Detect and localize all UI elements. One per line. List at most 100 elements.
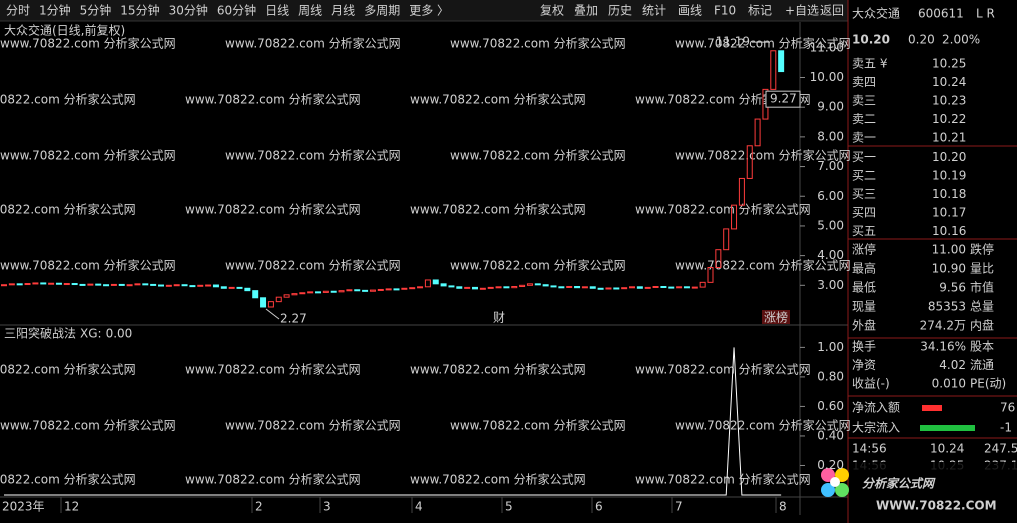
candle xyxy=(424,279,431,288)
stat-value: 274.2万 xyxy=(920,319,966,333)
candle xyxy=(158,284,164,287)
watermark: www.70822.com 分析家公式网 xyxy=(185,472,361,487)
candle xyxy=(299,292,306,295)
x-tick-label: 2023年 xyxy=(2,500,45,514)
candle xyxy=(8,283,15,286)
candle xyxy=(377,288,384,291)
candle xyxy=(417,286,424,289)
watermark: www.70822.com 分析家公式网 xyxy=(225,148,401,163)
period-tab[interactable]: 15分钟 xyxy=(120,3,159,18)
stat-label: 内盘 xyxy=(970,318,994,333)
candle xyxy=(574,286,581,289)
candle xyxy=(440,283,447,287)
candle xyxy=(511,286,518,289)
candle xyxy=(636,286,643,289)
change: 0.20 xyxy=(908,33,935,47)
candle xyxy=(754,118,761,147)
logo-flower xyxy=(821,468,849,497)
watermark: www.70822.com 分析家公式网 xyxy=(0,472,136,487)
period-tab[interactable]: 60分钟 xyxy=(217,3,256,18)
stat-value: 0.010 xyxy=(932,377,966,391)
candle xyxy=(432,279,439,285)
period-tab[interactable]: 30分钟 xyxy=(169,3,208,18)
candle xyxy=(346,289,353,292)
x-tick-label: 7 xyxy=(675,500,683,514)
period-tab[interactable]: 更多 〉 xyxy=(409,4,449,18)
period-tab[interactable]: 周线 xyxy=(298,4,322,18)
toolbar-button[interactable]: 返回 xyxy=(820,4,844,18)
candle xyxy=(212,284,219,288)
watermark: www.70822.com 分析家公式网 xyxy=(675,36,851,51)
candle xyxy=(142,283,149,286)
candle xyxy=(16,283,23,286)
candle xyxy=(283,294,290,298)
watermark: www.70822.com 分析家公式网 xyxy=(410,472,586,487)
candle xyxy=(126,284,133,287)
candle xyxy=(369,289,376,292)
toolbar-button[interactable]: 统计 xyxy=(642,4,666,18)
period-tab[interactable]: 1分钟 xyxy=(39,3,71,18)
period-tab[interactable]: 分时 xyxy=(6,4,30,18)
book-label: 买五 xyxy=(852,224,876,238)
candle xyxy=(605,287,612,290)
stat-label: 净资 xyxy=(852,358,876,372)
toolbar-button[interactable]: 标记 xyxy=(748,4,772,18)
stat-value: 34.16% xyxy=(920,340,966,354)
watermark: www.70822.com 分析家公式网 xyxy=(185,202,361,217)
period-tab[interactable]: 日线 xyxy=(265,4,289,18)
toolbar-button[interactable]: 复权 xyxy=(540,4,564,18)
candle xyxy=(495,286,502,289)
watermark: www.70822.com 分析家公式网 xyxy=(675,418,851,433)
candle xyxy=(699,281,706,288)
candle xyxy=(550,285,557,288)
indicator-value: 0.00 xyxy=(106,327,133,341)
stat-value: 9.56 xyxy=(939,281,966,295)
flow-value: -1 xyxy=(1000,421,1012,435)
stat-value: 85353 xyxy=(928,300,966,314)
candle xyxy=(401,287,408,290)
level-box xyxy=(765,90,801,108)
indicator-name: XG: xyxy=(80,327,102,341)
book-label: 买三 xyxy=(852,187,876,201)
period-tab[interactable]: 多周期 xyxy=(364,4,400,18)
toolbar-button[interactable]: +自选 xyxy=(785,4,819,18)
toolbar-button[interactable]: F10 xyxy=(714,4,736,18)
watermark: www.70822.com 分析家公式网 xyxy=(225,258,401,273)
candle xyxy=(362,289,369,292)
indicator-line xyxy=(4,347,782,496)
period-tab[interactable]: 5分钟 xyxy=(80,3,112,18)
stat-value: 11.00 xyxy=(932,243,966,257)
watermark: www.70822.com 分析家公式网 xyxy=(0,92,136,107)
stat-label: 现量 xyxy=(852,300,876,314)
stock-name: 大众交通 xyxy=(852,6,900,21)
watermark: www.70822.com 分析家公式网 xyxy=(225,418,401,433)
book-price: 10.24 xyxy=(932,75,966,89)
stat-label: 流通 xyxy=(970,358,994,372)
candle xyxy=(330,290,337,293)
flow-value: 76 xyxy=(1000,401,1015,415)
candle xyxy=(181,284,188,287)
candle xyxy=(307,291,314,294)
stat-label: PE(动) xyxy=(970,377,1006,391)
event-tag[interactable]: 涨榜 xyxy=(764,310,788,325)
y-tick-label: 8.00 xyxy=(817,129,844,143)
period-tab[interactable]: 月线 xyxy=(331,4,355,18)
book-price: 10.21 xyxy=(932,131,966,145)
watermark: www.70822.com 分析家公式网 xyxy=(410,362,586,377)
y-tick-label: 0.20 xyxy=(817,458,844,472)
candle xyxy=(589,286,596,289)
candle xyxy=(393,288,400,291)
book-price: 10.25 xyxy=(932,57,966,71)
stat-label: 换手 xyxy=(852,340,876,354)
toolbar-button[interactable]: 历史 xyxy=(608,4,632,18)
level-label: 9.27 xyxy=(770,92,797,106)
y-tick-label: 11.00 xyxy=(810,40,844,54)
candle xyxy=(48,282,55,285)
event-tag[interactable]: 财 xyxy=(493,311,505,325)
toolbar-button[interactable]: 画线 xyxy=(678,4,702,18)
book-price: 10.17 xyxy=(932,206,966,220)
candle xyxy=(24,283,31,286)
candle xyxy=(526,283,533,286)
toolbar-button[interactable]: 叠加 xyxy=(574,4,598,18)
